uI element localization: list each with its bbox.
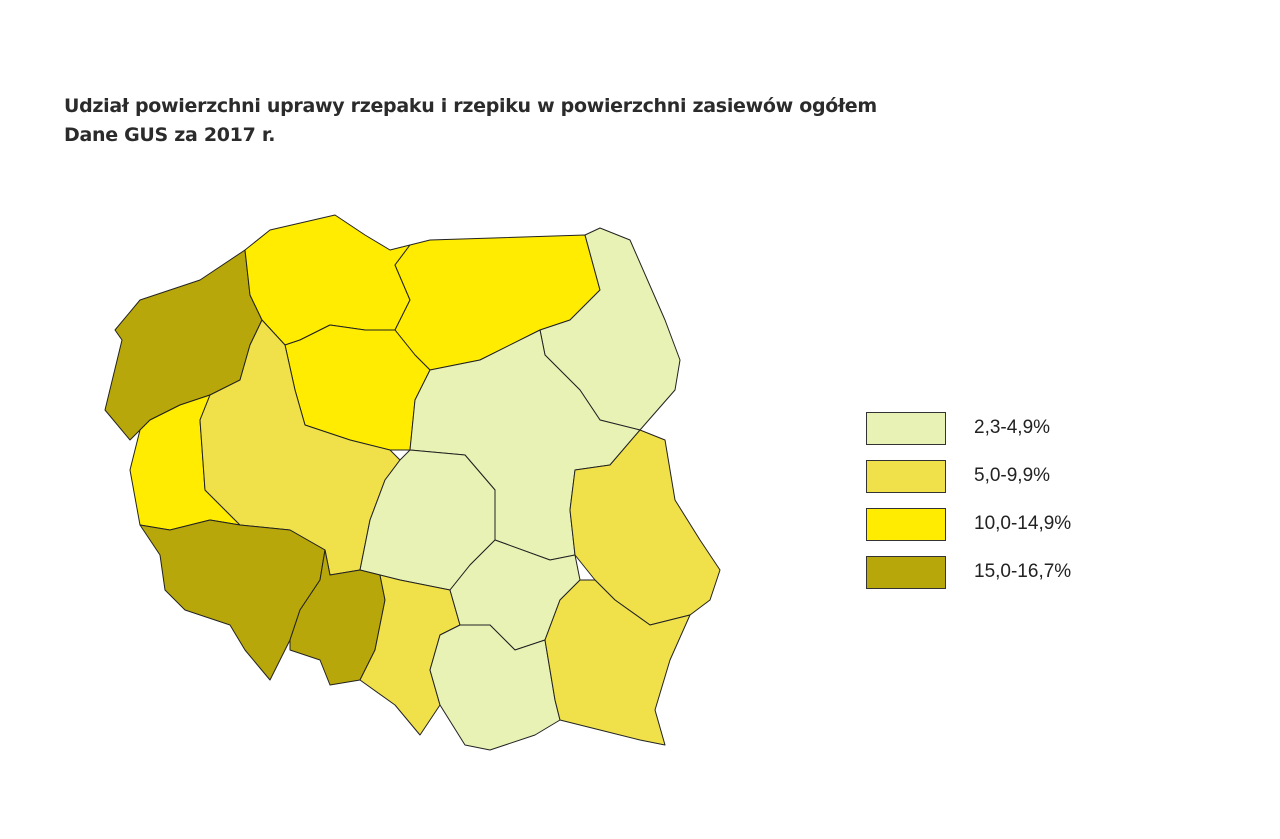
legend-label: 5,0-9,9% [974,465,1051,486]
title-line-1: Udział powierzchni uprawy rzepaku i rzep… [64,95,877,117]
region-pomorskie [244,214,411,346]
legend-swatch [866,459,946,493]
legend-swatch [866,555,946,589]
legend-item: 15,0-16,7% [866,548,1071,596]
region-opolskie [289,549,386,686]
legend-label: 2,3-4,9% [974,417,1051,438]
legend-item: 2,3-4,9% [866,404,1071,452]
legend-label: 10,0-14,9% [974,513,1072,534]
legend-label: 15,0-16,7% [974,561,1072,582]
legend-item: 5,0-9,9% [866,452,1071,500]
region-dolnoslaskie [139,519,326,681]
region-podkarpackie [544,579,691,746]
legend-swatch [866,411,946,445]
map-title: Udział powierzchni uprawy rzepaku i rzep… [64,92,877,150]
legend-swatch [866,507,946,541]
region-malopolskie [429,624,561,751]
legend-item: 10,0-14,9% [866,500,1071,548]
legend: 2,3-4,9% 5,0-9,9% 10,0-14,9% 15,0-16,7% [866,404,1071,596]
title-line-2: Dane GUS za 2017 r. [64,124,276,146]
